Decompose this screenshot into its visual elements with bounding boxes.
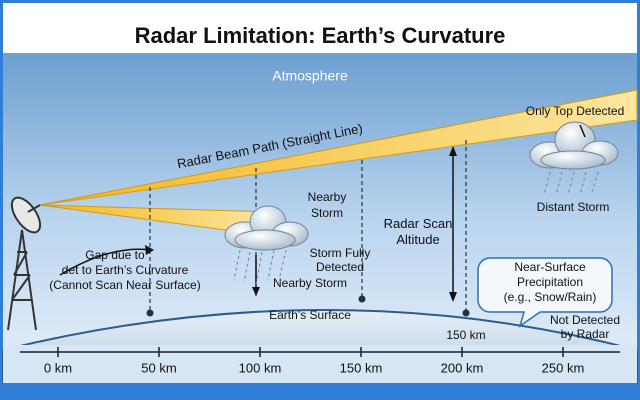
not-detected-label: Not Detected by Radar [550,313,620,341]
only-top-label: Only Top Detected [526,104,625,118]
precipitation-label: Near-Surface Precipitation (e.g., Snow/Rai… [504,260,597,304]
nearby-storm-bottom-label: Nearby Storm [273,276,347,290]
arrow-head [449,146,457,156]
rain [543,171,599,196]
rain [233,249,287,286]
arrow-head [145,245,154,255]
title-band [3,3,637,53]
bottom-band [3,383,637,397]
gap-arrow [59,248,151,276]
tick-label: 150 km [340,360,383,375]
beam [39,89,638,206]
tick-label: 250 km [542,360,585,375]
nearby-storm-label: Nearby Storm [308,190,347,220]
scan-altitude-label: Radar Scan Altitude [384,216,453,247]
marker-label: 150 km [446,328,485,342]
gap-label: Gap due to det to Earth’s Curvature (Canno… [49,248,200,292]
fully-detected-label: Storm Fully Detected [310,246,371,274]
atmosphere-label: Atmosphere [272,68,348,84]
title: Radar Limitation: Earth’s Curvature [135,23,506,48]
surface-point [462,309,470,317]
tick-label: 200 km [441,360,484,375]
distant-cloud [529,121,619,170]
surface-label: Earth’s Surface [269,308,351,322]
tick-label: 50 km [141,360,176,375]
callout [477,257,613,328]
tick-label: 0 km [44,360,72,375]
arrow-head [252,287,260,296]
surface-point [146,309,154,317]
nearby-cloud [224,205,309,251]
surface-point [358,295,366,303]
radar-tower [7,196,42,331]
tick-label: 100 km [239,360,282,375]
distant-storm-label: Distant Storm [537,200,610,214]
arrow-head [449,292,457,302]
pointer [579,124,586,138]
